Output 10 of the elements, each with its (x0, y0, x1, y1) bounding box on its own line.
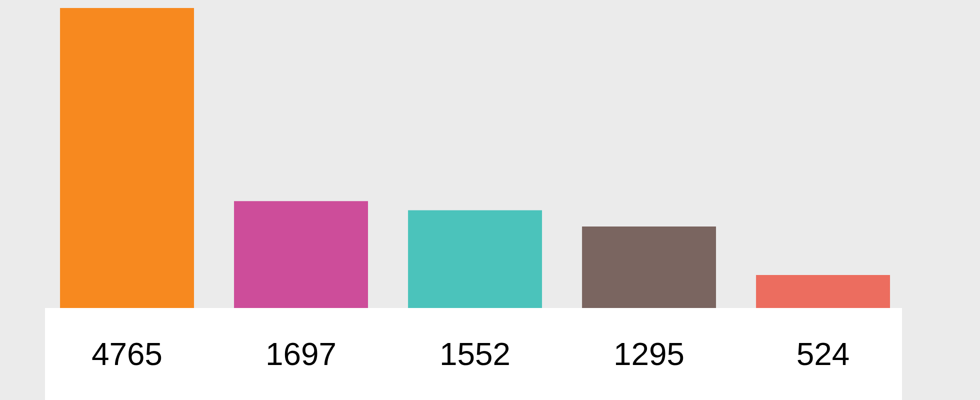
bar (408, 210, 542, 308)
bar (234, 201, 368, 308)
data-label: 1697 (268, 342, 335, 366)
bar (60, 8, 194, 308)
data-label: 1295 (616, 342, 684, 366)
bar (582, 226, 716, 308)
bar (756, 275, 890, 308)
data-label: 4765 (92, 342, 162, 366)
data-label: 1552 (442, 342, 509, 366)
data-label: 524 (798, 342, 849, 366)
